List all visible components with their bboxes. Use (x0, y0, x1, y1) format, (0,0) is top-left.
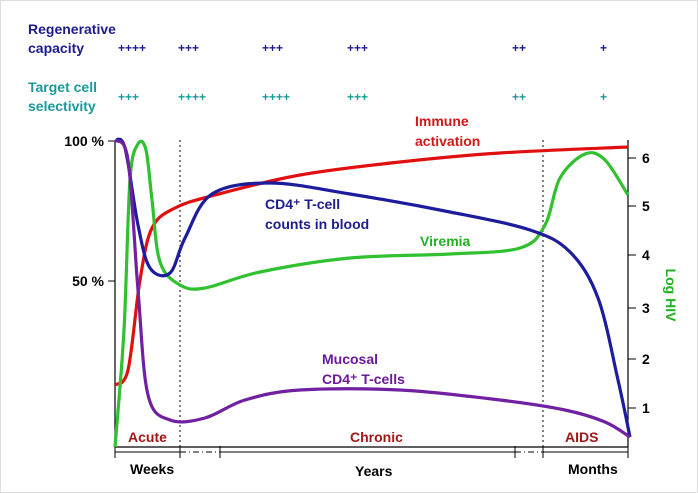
row-label: Regenerative (28, 21, 116, 37)
mucosal-curve (113, 138, 631, 439)
right-tick-label: 3 (642, 300, 650, 316)
right-axis-label: Log HIV (663, 269, 679, 323)
plus-mark: ++ (512, 90, 526, 104)
right-tick-label: 1 (642, 400, 650, 416)
plus-mark: +++ (262, 41, 283, 55)
phase-label: AIDS (565, 429, 598, 445)
left-tick-label: 50 % (72, 273, 104, 289)
curve-label: counts in blood (265, 216, 369, 232)
plus-mark: +++ (178, 41, 199, 55)
plus-mark: +++ (347, 90, 368, 104)
plus-mark: ++++ (262, 90, 290, 104)
plus-mark: ++++ (178, 90, 206, 104)
phase-label: Acute (128, 429, 167, 445)
time-unit: Weeks (130, 461, 174, 477)
plus-mark: +++ (118, 90, 139, 104)
curve-label: Mucosal (322, 351, 378, 367)
curve-label: Viremia (420, 233, 471, 249)
right-tick-label: 2 (642, 351, 650, 367)
phase-label: Chronic (350, 429, 403, 445)
timeline (114, 446, 629, 458)
cd4-blood-curve (114, 137, 632, 438)
time-unit: Months (568, 461, 618, 477)
time-unit: Years (355, 463, 393, 479)
row-label: selectivity (28, 98, 96, 114)
right-tick-label: 5 (642, 198, 650, 214)
left-tick-label: 100 % (64, 133, 104, 149)
curves (113, 137, 632, 448)
right-tick-label: 4 (642, 247, 650, 263)
plus-mark: +++ (347, 41, 368, 55)
right-tick-label: 6 (642, 150, 650, 166)
curve-label: CD4⁺ T-cell (265, 196, 340, 212)
row-label: Target cell (28, 79, 97, 95)
rows: Regenerative capacity Target cell select… (28, 21, 116, 114)
curve-label: Immune (415, 113, 469, 129)
curve-label: CD4⁺ T-cells (322, 371, 405, 387)
plus-mark: + (600, 41, 607, 55)
plus-mark: ++ (512, 41, 526, 55)
viremia-curve (113, 139, 630, 448)
plus-mark: + (600, 90, 607, 104)
immune-curve (113, 145, 629, 387)
curve-label: activation (415, 133, 480, 149)
row-label: capacity (28, 40, 84, 56)
plus-mark: ++++ (118, 41, 146, 55)
